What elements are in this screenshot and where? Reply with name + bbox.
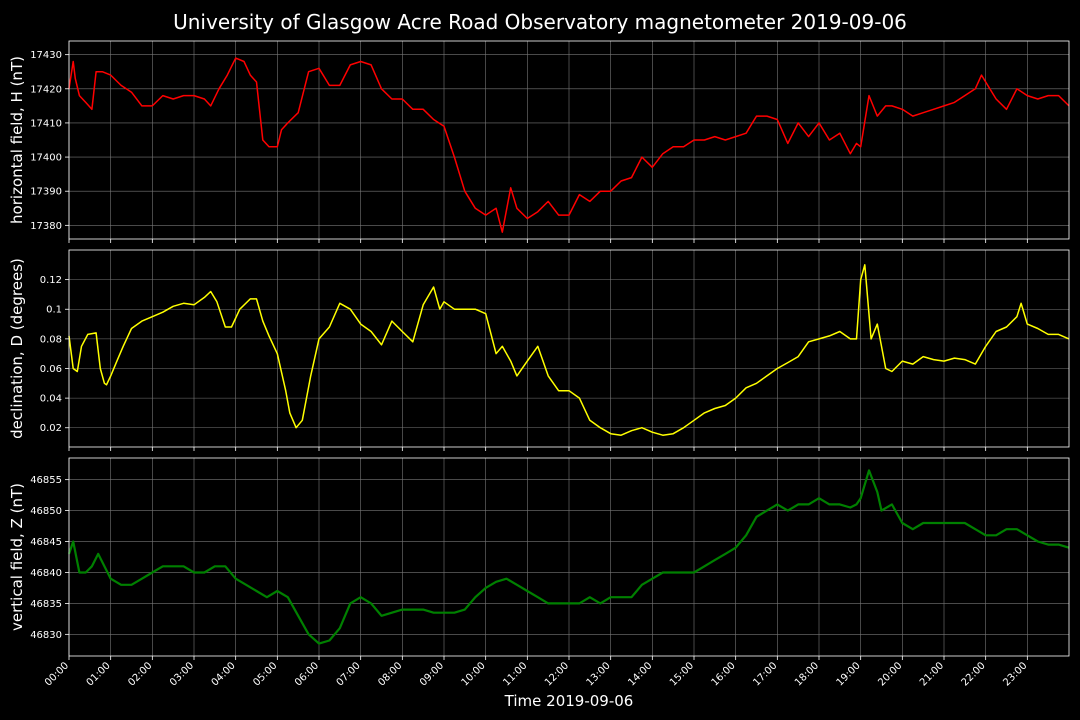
- y-ticks: 46830 46835 46840 46845 46850 46855: [30, 475, 69, 641]
- y-axis-label: declination, D (degrees): [8, 258, 26, 439]
- y-tick-label: 17430: [30, 50, 62, 61]
- panel-declination: 0.02 0.04 0.06 0.08 0.1 0.12 declination, D (…: [8, 249, 1070, 451]
- y-ticks: 0.02 0.04 0.06 0.08 0.1 0.12: [40, 275, 69, 434]
- y-tick-label: 46830: [30, 630, 62, 641]
- grid: [68, 250, 1069, 447]
- y-tick-label: 0.08: [40, 334, 62, 345]
- chart-title: University of Glasgow Acre Road Observat…: [173, 10, 907, 34]
- y-tick-label: 46845: [30, 537, 62, 548]
- x-axis-label: Time 2019-09-06: [504, 692, 634, 710]
- y-tick-label: 17400: [30, 153, 62, 164]
- y-tick-label: 0.04: [40, 394, 62, 405]
- series-line-vertical-field: [67, 469, 1070, 645]
- grid: [68, 458, 1069, 656]
- y-tick-label: 46855: [30, 475, 62, 486]
- y-tick-label: 0.02: [40, 423, 62, 434]
- y-tick-label: 0.12: [40, 275, 62, 286]
- y-ticks: 17380 17390 17400 17410 17420 17430: [30, 50, 69, 232]
- y-tick-label: 46840: [30, 568, 62, 579]
- y-tick-label: 46850: [30, 506, 62, 517]
- series-line-horizontal-field: [68, 57, 1070, 233]
- grid: [68, 41, 1069, 239]
- x-ticks: [68, 447, 1028, 451]
- y-tick-label: 17380: [30, 221, 62, 232]
- y-tick-label: 46835: [30, 599, 62, 610]
- panel-horizontal-field: 17380 17390 17400 17410 17420 17430 horizonta…: [8, 40, 1070, 243]
- y-tick-label: 17390: [30, 187, 62, 198]
- y-tick-label: 0.06: [40, 364, 62, 375]
- y-axis-label: horizontal field, H (nT): [8, 56, 26, 224]
- y-axis-label: vertical field, Z (nT): [8, 483, 26, 631]
- y-tick-label: 0.1: [46, 305, 62, 316]
- y-tick-label: 17420: [30, 84, 62, 95]
- y-tick-label: 17410: [30, 118, 62, 129]
- series-line-declination: [68, 264, 1070, 436]
- x-ticks: [68, 239, 1028, 243]
